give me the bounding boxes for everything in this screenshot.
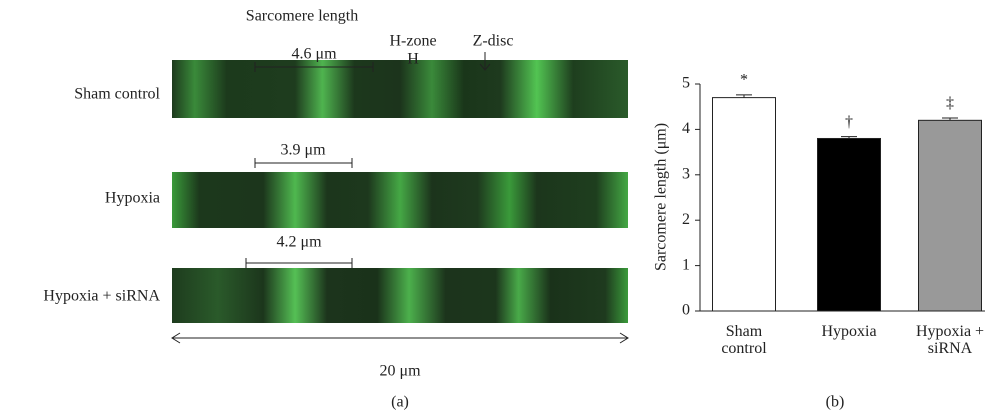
bar bbox=[919, 120, 982, 311]
y-tick-label: 1 bbox=[682, 256, 690, 273]
panel-label: (a) bbox=[391, 394, 409, 411]
width-label: 20 μm bbox=[379, 363, 421, 380]
annotation: † bbox=[845, 113, 853, 130]
scale-label: 4.6 μm bbox=[291, 46, 337, 63]
scale-label: 4.2 μm bbox=[276, 234, 322, 251]
y-axis-title: Sarcomere length (μm) bbox=[653, 123, 670, 271]
y-tick-label: 5 bbox=[682, 75, 690, 92]
y-tick-label: 3 bbox=[682, 165, 690, 182]
micrograph bbox=[172, 172, 628, 228]
h-label: H bbox=[407, 51, 419, 68]
figure: Sarcomere length Sham control Hypoxia Hy… bbox=[0, 0, 997, 415]
row-label: Hypoxia bbox=[105, 190, 160, 207]
annotation: ‡ bbox=[946, 95, 954, 112]
h-zone-label: H-zone bbox=[389, 33, 436, 50]
micrograph bbox=[172, 268, 628, 323]
y-tick-label: 4 bbox=[682, 120, 690, 137]
y-tick-label: 0 bbox=[682, 302, 690, 319]
x-tick-label: Hypoxia bbox=[809, 323, 889, 340]
row-label: Hypoxia + siRNA bbox=[43, 288, 160, 305]
annotation: * bbox=[740, 72, 748, 89]
z-disc-label: Z-disc bbox=[473, 33, 514, 50]
figure-svg: Sarcomere length Sham control Hypoxia Hy… bbox=[0, 0, 997, 415]
bar bbox=[818, 138, 881, 311]
y-tick-label: 2 bbox=[682, 211, 690, 228]
row-label: Sham control bbox=[74, 86, 160, 103]
panel-title: Sarcomere length bbox=[246, 8, 358, 25]
x-tick-label: Sham control bbox=[704, 323, 784, 357]
bar bbox=[713, 98, 776, 311]
scale-label: 3.9 μm bbox=[280, 142, 326, 159]
x-tick-label: Hypoxia + siRNA bbox=[910, 323, 990, 357]
panel-label: (b) bbox=[826, 394, 845, 411]
micrograph bbox=[172, 60, 628, 118]
